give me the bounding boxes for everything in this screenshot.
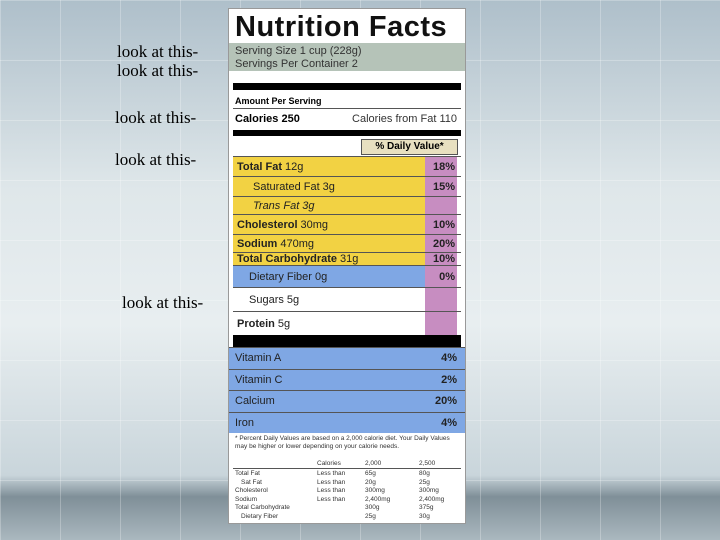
nutrient-row: Protein 5g xyxy=(233,311,461,335)
footnote: * Percent Daily Values are based on a 2,… xyxy=(235,435,450,450)
footnote-cell: Less than xyxy=(317,495,346,503)
nutrient-amount: 0g xyxy=(314,270,328,283)
annotation: look at this- xyxy=(122,293,204,312)
daily-value-header: % Daily Value* xyxy=(361,139,458,155)
footnote-cell: Sodium xyxy=(235,495,258,503)
serving-size: Serving Size 1 cup (228g) xyxy=(235,45,362,57)
nutrient-row: Total Fat 12g 18% xyxy=(233,156,461,176)
nutrient-name: Saturated Fat 3g xyxy=(253,180,335,193)
footnote-header: Calories xyxy=(317,460,341,467)
nutrient-amount: 30mg xyxy=(300,218,329,231)
nutrient-dv: 0% xyxy=(439,270,455,283)
vitamin-name: Iron xyxy=(235,416,254,429)
nutrient-dv: 18% xyxy=(432,160,455,173)
footnote-header: 2,000 xyxy=(365,460,382,467)
nutrient-row: Sugars 5g xyxy=(233,287,461,311)
nutrient-amount: 31g xyxy=(340,253,359,265)
nutrient-amount: 12g xyxy=(285,160,304,173)
vitamin-name: Vitamin A xyxy=(235,352,282,365)
footnote-cell: Less than xyxy=(317,470,346,477)
nutrient-amount: 3g xyxy=(322,180,335,193)
nutrient-name: Sodium 470mg xyxy=(237,237,314,250)
footnote-cell: Less than xyxy=(317,487,346,494)
nutrient-row: Total Carbohydrate 31g 10% xyxy=(233,252,461,265)
annotation: look at this- xyxy=(115,108,197,127)
nutrient-name: Total Fat 12g xyxy=(237,160,304,173)
footnote-cell: Less than xyxy=(317,478,346,486)
footnote-cell: 30g xyxy=(419,512,430,520)
nutrition-label: Nutrition Facts Serving Size 1 cup (228g… xyxy=(228,8,466,524)
nutrient-name: Protein 5g xyxy=(237,317,291,330)
footnote-cell: Total Carbohydrate xyxy=(235,504,290,511)
divider xyxy=(233,335,461,347)
nutrient-row: Cholesterol 30mg 10% xyxy=(233,214,461,234)
vitamin-dv: 4% xyxy=(441,352,457,365)
vitamin-row: Vitamin A 4% xyxy=(229,347,465,369)
footnote-header: 2,500 xyxy=(419,460,436,467)
nutrient-name: Dietary Fiber 0g xyxy=(249,270,328,283)
nutrient-dv: 20% xyxy=(432,237,455,250)
nutrient-name: Cholesterol 30mg xyxy=(237,218,329,231)
nutrient-amount: 3g xyxy=(302,199,315,212)
nutrient-row: Trans Fat 3g xyxy=(233,196,461,214)
calories: Calories 250 xyxy=(235,113,300,125)
footnote-cell: 65g xyxy=(365,470,376,477)
nutrient-amount: 5g xyxy=(277,317,291,330)
footnote-cell: 300mg xyxy=(419,487,439,494)
vitamin-name: Calcium xyxy=(235,395,275,408)
vitamin-row: Calcium 20% xyxy=(229,390,465,412)
nutrient-dv: 10% xyxy=(432,218,455,231)
nutrient-name: Trans Fat 3g xyxy=(253,199,315,212)
footnote-cell: 2,400mg xyxy=(365,495,391,503)
vitamin-dv: 2% xyxy=(441,373,457,386)
nutrient-name: Sugars 5g xyxy=(249,293,300,306)
annotation: look at this- xyxy=(115,150,197,169)
footnote-cell: 300mg xyxy=(365,487,385,494)
annotation: look at this- xyxy=(117,42,199,61)
nutrient-row: Dietary Fiber 0g 0% xyxy=(233,265,461,287)
footnote-cell: Cholesterol xyxy=(235,487,268,494)
vitamin-row: Vitamin C 2% xyxy=(229,368,465,390)
footnote-cell: Total Fat xyxy=(235,470,260,477)
nutrient-row: Sodium 470mg 20% xyxy=(233,234,461,252)
vitamin-dv: 4% xyxy=(441,416,457,429)
divider xyxy=(233,130,461,136)
footnote-cell: 20g xyxy=(365,478,376,486)
nutrient-dv: 15% xyxy=(432,180,455,193)
nutrient-dv: 10% xyxy=(432,253,455,265)
footnote-cell: 300g xyxy=(365,504,380,511)
footnote-cell: 375g xyxy=(419,504,434,511)
annotation: look at this- xyxy=(117,61,199,80)
footnote-cell: 2,400mg xyxy=(419,495,445,503)
vitamin-dv: 20% xyxy=(434,395,457,408)
footnote-cell: 25g xyxy=(365,512,376,520)
footnote-cell: Dietary Fiber xyxy=(241,512,279,520)
vitamin-name: Vitamin C xyxy=(235,373,283,386)
servings-per-container: Servings Per Container 2 xyxy=(235,58,358,70)
nutrient-amount: 470mg xyxy=(280,237,314,250)
rule xyxy=(233,108,461,109)
footnote-cell: 80g xyxy=(419,470,430,477)
amount-per-serving: Amount Per Serving xyxy=(235,96,322,106)
footnote-cell: Sat Fat xyxy=(241,478,262,486)
divider xyxy=(233,83,461,90)
vitamin-row: Iron 4% xyxy=(229,411,465,433)
serving-box xyxy=(229,43,465,71)
calories-from-fat: Calories from Fat 110 xyxy=(352,113,457,125)
nutrient-name: Total Carbohydrate 31g xyxy=(237,253,359,265)
nutrient-row: Saturated Fat 3g 15% xyxy=(233,176,461,196)
rule xyxy=(233,468,461,469)
footnote-cell: 25g xyxy=(419,478,430,486)
label-title: Nutrition Facts xyxy=(235,11,448,43)
nutrient-amount: 5g xyxy=(286,293,300,306)
